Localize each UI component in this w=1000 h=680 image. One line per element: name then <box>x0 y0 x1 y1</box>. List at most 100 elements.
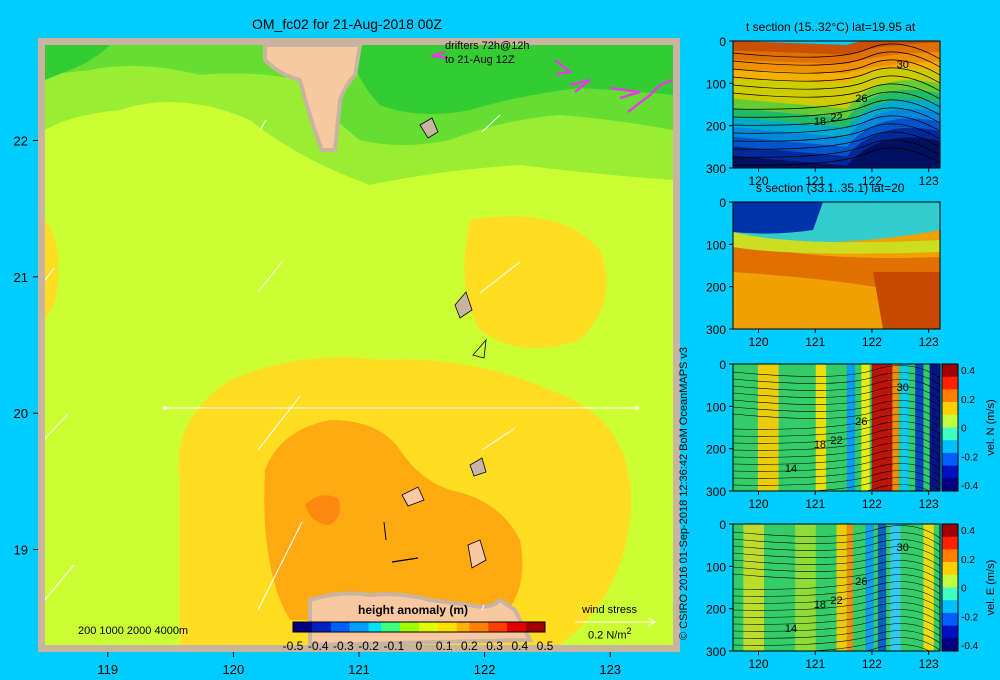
vel-colorbar-tick: -0.4 <box>961 641 979 652</box>
map-field <box>45 45 673 645</box>
section-panel-2: 0.4 0.2 0 -0.2 -0.4 vel. N (m/s) 30 26 22 18 14 120… <box>706 358 997 511</box>
colorbar-tick-label: -0.1 <box>383 639 404 653</box>
height-anomaly-colorbar: -0.5 -0.4 -0.3 -0.2 -0.1 0 0.1 0.2 0.3 0.4 0.5 <box>283 621 554 653</box>
panel-y-tick-label: 0 <box>719 358 726 372</box>
vel-colorbar-tick: 0.4 <box>961 366 975 377</box>
vel-colorbar-swatch <box>942 414 958 428</box>
vel-colorbar-tick: 0.2 <box>961 395 975 406</box>
colorbar-swatch <box>519 622 527 632</box>
colorbar-swatch <box>368 622 376 632</box>
panel-y-tick-label: 200 <box>706 603 726 617</box>
panel-x-tick-label: 122 <box>862 335 882 349</box>
chart-title: OM_fc02 for 21-Aug-2018 00Z <box>252 16 442 32</box>
drifters-label-1: drifters 72h@12h <box>445 40 530 52</box>
main-map-ticks: 119 120 121 122 123 22 21 20 19 <box>14 133 622 677</box>
panel-x-tick-label: 123 <box>919 174 939 188</box>
panel-frame <box>732 363 941 492</box>
vel-colorbar-tick: 0 <box>961 424 967 435</box>
colorbar-title: height anomaly (m) <box>358 603 469 617</box>
panel-y-tick-label: 300 <box>706 485 726 499</box>
vel-colorbar-swatch <box>942 524 958 538</box>
panel-x-tick-label: 121 <box>805 174 825 188</box>
contour-label: 18 <box>814 439 826 451</box>
wind-stress-scale-label: 0.2 N/m2 <box>588 626 632 642</box>
vel-colorbar-tick: -0.4 <box>961 481 979 492</box>
vel-colorbar-tick: -0.2 <box>961 612 979 623</box>
colorbar-swatch <box>526 622 533 632</box>
colorbar-tick-label: -0.3 <box>333 639 354 653</box>
contour-label: 26 <box>855 93 867 105</box>
colorbar-swatch <box>463 622 470 632</box>
vel-colorbar-swatch <box>942 376 958 390</box>
vel-colorbar-swatch <box>942 402 958 416</box>
t-section-title: t section (15..32°C) lat=19.95 at <box>746 20 916 34</box>
colorbar-swatch <box>431 622 439 632</box>
vel-colorbar-swatch <box>942 452 958 467</box>
colorbar-swatch <box>456 622 464 632</box>
x-tick-label: 119 <box>97 662 118 677</box>
colorbar-swatch <box>494 622 502 632</box>
panel-y-tick-label: 0 <box>719 518 726 532</box>
panel-y-tick-label: 100 <box>706 238 726 252</box>
colorbar-swatch <box>343 622 351 632</box>
panel-frame <box>732 201 941 330</box>
vel-colorbar-swatch <box>942 389 958 403</box>
colorbar-tick-label: -0.2 <box>358 639 379 653</box>
colorbar-swatch <box>374 622 382 632</box>
contour-label: 14 <box>785 463 797 475</box>
y-tick-label: 20 <box>14 406 28 421</box>
panel-y-tick-label: 0 <box>719 196 726 210</box>
contour-label: 30 <box>897 59 909 71</box>
vel-colorbar-tick: 0.2 <box>961 555 975 566</box>
contour-label: 30 <box>897 382 909 394</box>
panel-frame <box>732 40 941 169</box>
panel-y-tick-label: 300 <box>706 323 726 337</box>
panel-x-tick-label: 122 <box>862 174 882 188</box>
colorbar-tick-label: -0.5 <box>283 639 304 653</box>
vel-colorbar-swatch <box>942 364 958 378</box>
panel-y-tick-label: 200 <box>706 443 726 457</box>
vel-colorbar-swatch <box>942 427 958 441</box>
colorbar-swatch <box>412 622 420 632</box>
colorbar-swatch <box>337 622 344 632</box>
colorbar-swatch <box>538 622 546 632</box>
panel-frame <box>732 523 941 652</box>
contour-label: 18 <box>814 116 826 128</box>
colorbar-swatch <box>444 622 451 632</box>
vel-colorbar-swatch <box>942 440 958 454</box>
vel-colorbar-tick: -0.2 <box>961 452 979 463</box>
colorbar-swatch <box>507 622 514 632</box>
land-north <box>263 45 363 152</box>
panel-y-tick-label: 200 <box>706 120 726 134</box>
section-panel-1: 120 121 122 123 0 100 200 300 <box>706 196 941 349</box>
contour-label: 30 <box>897 542 909 554</box>
s-section-title: s section (33.1..35.1) lat=20 <box>756 181 905 195</box>
vel-colorbar-frame <box>941 363 959 492</box>
colorbar-swatch <box>311 622 319 632</box>
colorbar-swatch <box>482 622 489 632</box>
contour-label: 22 <box>830 595 842 607</box>
panel-y-tick-label: 0 <box>719 35 726 49</box>
section-panel-3: 0.4 0.2 0 -0.2 -0.4 vel. E (m/s) 30 26 22 18 14 120… <box>706 518 997 671</box>
colorbar-tick-label: 0.1 <box>436 639 453 653</box>
vel-colorbar-swatch <box>942 600 958 614</box>
vel-colorbar-swatch <box>942 625 958 639</box>
colorbar-swatch <box>381 622 388 632</box>
colorbar-swatch <box>305 622 313 632</box>
colorbar-swatch <box>500 622 508 632</box>
drifter-tracks <box>431 50 673 113</box>
colorbar-swatch <box>513 622 521 632</box>
panel-x-tick-label: 120 <box>749 174 769 188</box>
panel-y-tick-label: 200 <box>706 281 726 295</box>
vel-colorbar-tick: 0.4 <box>961 526 975 537</box>
vel-colorbar-swatch <box>942 612 958 627</box>
colorbar-swatch <box>475 622 483 632</box>
vel-colorbar-swatch <box>942 587 958 601</box>
colorbar-swatch <box>400 622 407 632</box>
colorbar-swatch <box>362 622 370 632</box>
vel-colorbar-swatch <box>942 478 958 492</box>
y-tick-label: 21 <box>14 270 28 285</box>
drifters-label-2: to 21-Aug 12Z <box>445 54 515 66</box>
colorbar-swatch <box>356 622 363 632</box>
